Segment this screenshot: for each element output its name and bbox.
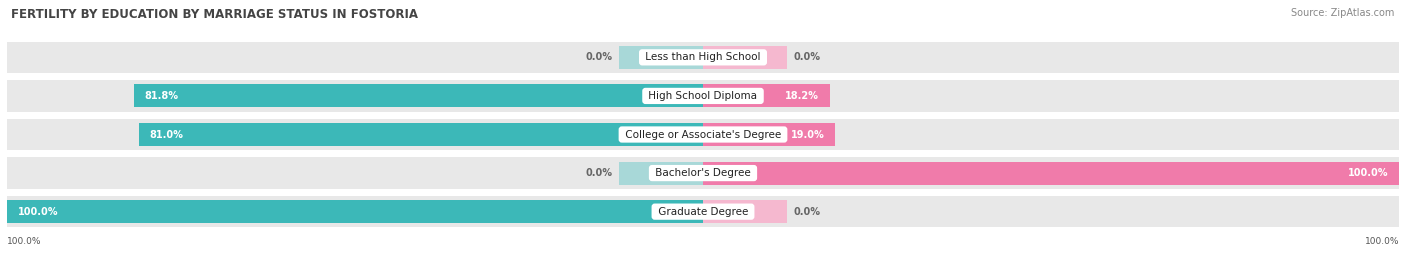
Bar <box>620 161 703 185</box>
Bar <box>703 200 786 223</box>
Bar <box>703 46 786 69</box>
Bar <box>7 196 703 228</box>
Text: Less than High School: Less than High School <box>643 52 763 62</box>
Bar <box>703 161 1399 185</box>
Text: Source: ZipAtlas.com: Source: ZipAtlas.com <box>1291 8 1395 18</box>
Text: High School Diploma: High School Diploma <box>645 91 761 101</box>
Bar <box>703 119 1399 150</box>
Text: 81.8%: 81.8% <box>145 91 179 101</box>
Text: 0.0%: 0.0% <box>585 52 613 62</box>
Text: 0.0%: 0.0% <box>793 207 821 217</box>
Text: 100.0%: 100.0% <box>1364 237 1399 246</box>
Text: Graduate Degree: Graduate Degree <box>655 207 751 217</box>
Bar <box>7 41 703 73</box>
Text: 100.0%: 100.0% <box>1348 168 1389 178</box>
Text: College or Associate's Degree: College or Associate's Degree <box>621 129 785 140</box>
Text: 81.0%: 81.0% <box>149 129 184 140</box>
Bar <box>139 123 703 146</box>
Text: Bachelor's Degree: Bachelor's Degree <box>652 168 754 178</box>
Text: 100.0%: 100.0% <box>17 207 58 217</box>
Text: 19.0%: 19.0% <box>792 129 825 140</box>
Bar <box>703 80 1399 112</box>
Text: 0.0%: 0.0% <box>585 168 613 178</box>
Text: 0.0%: 0.0% <box>793 52 821 62</box>
Bar <box>703 41 1399 73</box>
Text: 18.2%: 18.2% <box>786 91 820 101</box>
Bar <box>134 84 703 108</box>
Bar <box>7 119 703 150</box>
Bar <box>703 123 835 146</box>
Bar <box>7 200 703 223</box>
Bar <box>703 157 1399 189</box>
Text: 100.0%: 100.0% <box>7 237 42 246</box>
Bar <box>7 80 703 112</box>
Text: FERTILITY BY EDUCATION BY MARRIAGE STATUS IN FOSTORIA: FERTILITY BY EDUCATION BY MARRIAGE STATU… <box>11 8 418 21</box>
Bar <box>7 157 703 189</box>
Bar <box>620 46 703 69</box>
Bar <box>703 196 1399 228</box>
Bar <box>703 84 830 108</box>
